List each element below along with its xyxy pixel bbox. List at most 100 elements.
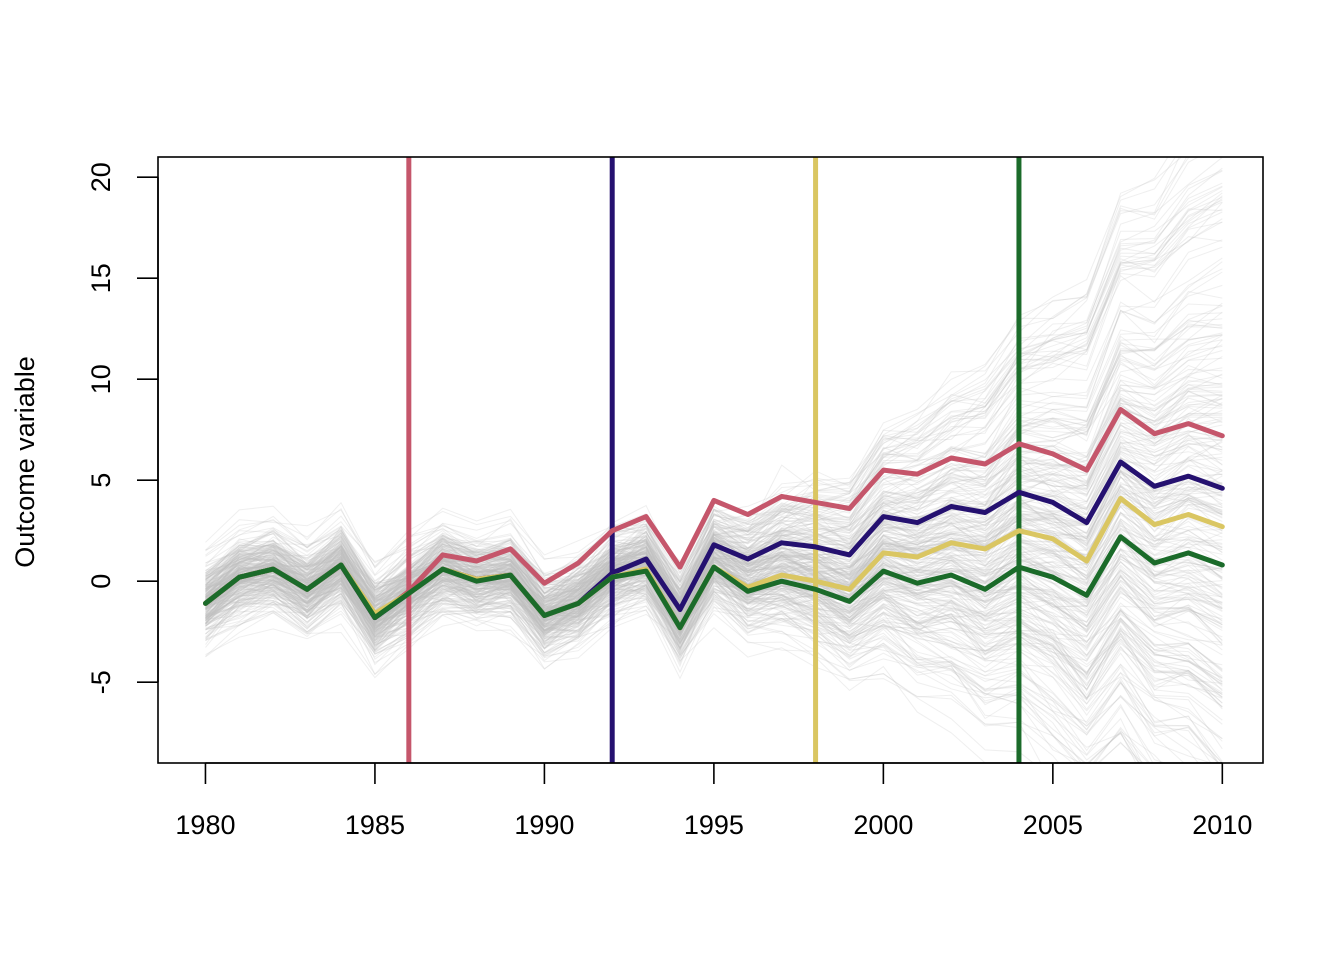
placebo-line: [205, 390, 1223, 658]
y-axis: -5 0 5 10 15 20: [86, 162, 159, 694]
placebo-line: [205, 559, 1223, 634]
placebo-line: [205, 541, 1223, 704]
placebo-line: [205, 519, 1223, 628]
placebo-line: [205, 498, 1223, 670]
placebo-line: [205, 588, 1140, 763]
placebo-line: [205, 502, 1223, 642]
placebo-line: [205, 302, 1223, 607]
placebo-line: [205, 537, 1137, 763]
placebo-line: [205, 471, 1223, 601]
placebo-line: [205, 364, 1223, 634]
placebo-line: [205, 545, 1223, 632]
series-lines-group: [203, 407, 1225, 631]
placebo-line: [205, 433, 1223, 639]
placebo-line: [205, 535, 1223, 679]
placebo-line: [205, 557, 1003, 763]
placebo-line: [205, 563, 1223, 699]
placebo-line: [205, 271, 1223, 604]
placebo-line: [205, 335, 1223, 613]
placebo-line: [205, 488, 1223, 638]
placebo-line: [205, 543, 1223, 688]
placebo-line: [205, 157, 1180, 640]
placebo-line: [205, 319, 1223, 644]
placebo-line: [205, 536, 1223, 668]
placebo-line: [205, 485, 1223, 626]
placebo-line: [205, 195, 1223, 591]
placebo-line: [205, 524, 1223, 627]
x-tick-label: 1990: [514, 810, 574, 840]
placebo-line: [205, 497, 1223, 619]
placebo-line: [205, 567, 1163, 763]
placebo-line: [205, 424, 1223, 603]
placebo-line: [205, 511, 1223, 595]
placebo-line: [205, 598, 1223, 763]
y-axis-label: Outcome variable: [10, 356, 40, 568]
placebo-line: [205, 459, 1223, 658]
placebo-line: [205, 504, 1223, 654]
placebo-line: [205, 562, 1223, 629]
placebo-line: [205, 543, 1144, 763]
x-tick-label: 2005: [1023, 810, 1083, 840]
placebo-line: [205, 560, 1223, 654]
placebo-line: [205, 403, 1223, 600]
placebo-line: [205, 484, 1223, 600]
placebo-line: [205, 398, 1223, 585]
placebo-line: [205, 538, 1223, 638]
placebo-line: [205, 545, 1223, 762]
y-tick-label: 10: [86, 364, 116, 394]
placebo-line: [205, 391, 1223, 576]
placebo-line: [205, 311, 1223, 604]
placebo-line: [205, 157, 1183, 646]
placebo-line: [205, 211, 1223, 606]
placebo-line: [205, 579, 1223, 705]
placebo-line: [205, 157, 1169, 626]
placebo-line: [205, 540, 1223, 620]
placebo-line: [205, 445, 1223, 630]
placebo-line: [205, 595, 1223, 680]
placebo-line: [205, 512, 1223, 654]
placebo-line: [205, 380, 1223, 639]
placebo-line: [205, 208, 1223, 626]
placebo-line: [205, 416, 1223, 613]
placebo-line: [205, 469, 1223, 638]
placebo-line: [205, 552, 1223, 635]
placebo-line: [205, 572, 1219, 763]
series-line-4: [203, 534, 1225, 631]
placebo-line: [205, 540, 1167, 763]
placebo-line: [205, 573, 1223, 652]
placebo-line: [205, 475, 1223, 629]
placebo-line: [205, 579, 1223, 699]
placebo-line: [205, 459, 1223, 633]
placebo-line: [205, 468, 1223, 646]
placebo-line: [205, 393, 1223, 579]
placebo-line: [205, 538, 1223, 682]
placebo-line: [205, 326, 1223, 644]
placebo-line: [205, 540, 1223, 672]
placebo-line: [205, 475, 1223, 612]
placebo-line: [205, 457, 1223, 605]
placebo-line: [205, 494, 1223, 679]
placebo-line: [205, 503, 1223, 657]
placebo-line: [205, 544, 1223, 763]
placebo-line: [205, 167, 1223, 626]
x-tick-label: 2000: [853, 810, 913, 840]
placebo-line: [205, 423, 1223, 606]
placebo-line: [205, 566, 1223, 708]
placebo-line: [205, 439, 1223, 632]
placebo-line: [205, 490, 1223, 625]
placebo-line: [205, 549, 1223, 649]
placebo-line: [205, 501, 1042, 763]
placebo-line: [205, 579, 1212, 763]
placebo-line: [205, 555, 1035, 763]
placebo-line: [205, 390, 1223, 612]
placebo-line: [205, 561, 1220, 763]
placebo-line: [205, 239, 1223, 613]
placebo-line: [205, 324, 1223, 643]
placebo-line: [205, 198, 1223, 629]
placebo-line: [205, 350, 1223, 635]
placebo-line: [205, 567, 1150, 763]
placebo-line: [205, 157, 1188, 628]
placebo-line: [205, 577, 1223, 637]
placebo-line: [205, 592, 1223, 690]
